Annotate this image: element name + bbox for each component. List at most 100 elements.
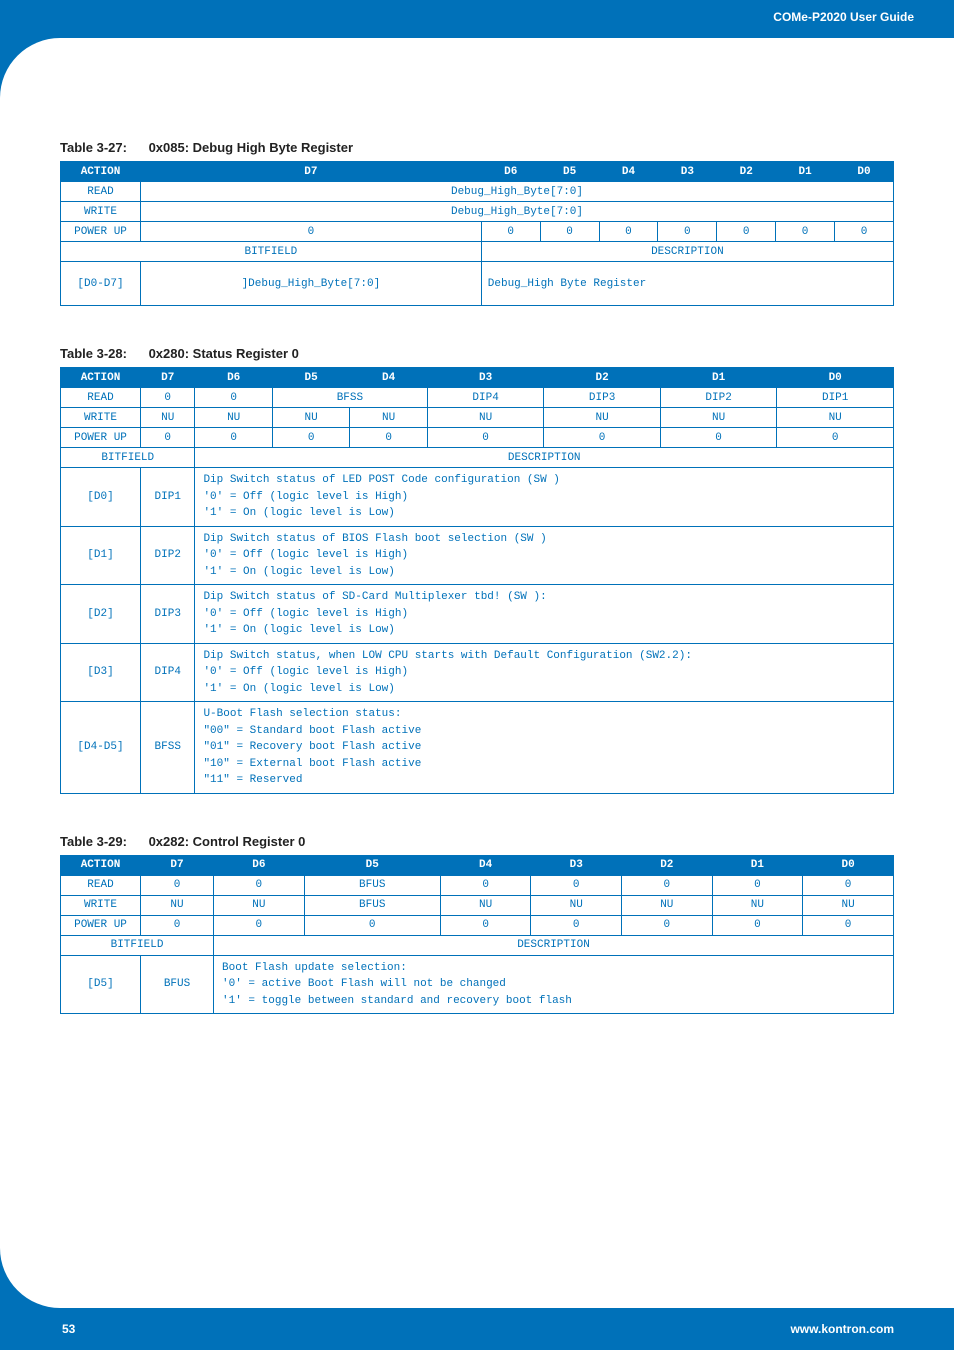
cell: BFUS: [141, 955, 214, 1014]
cell: NU: [350, 408, 427, 428]
col-d6: D6: [195, 368, 272, 388]
cell: 0: [440, 875, 531, 895]
cell: 0: [141, 428, 195, 448]
table-row: [D5] BFUS Boot Flash update selection:'0…: [61, 955, 894, 1014]
caption-title: 0x282: Control Register 0: [149, 834, 306, 849]
footer-url: www.kontron.com: [790, 1322, 894, 1336]
cell: WRITE: [61, 202, 141, 222]
cell: POWER UP: [61, 428, 141, 448]
cell: POWER UP: [61, 222, 141, 242]
col-d0: D0: [803, 855, 894, 875]
col-d1: D1: [660, 368, 777, 388]
col-d3: D3: [658, 162, 717, 182]
cell: DIP4: [427, 388, 544, 408]
cell: READ: [61, 388, 141, 408]
cell: 0: [712, 915, 803, 935]
cell: 0: [660, 428, 777, 448]
table-row: WRITE NU NU BFUS NU NU NU NU NU: [61, 895, 894, 915]
col-d6: D6: [214, 855, 305, 875]
page-number: 53: [62, 1322, 75, 1336]
cell: DESCRIPTION: [214, 935, 894, 955]
cell: NU: [195, 408, 272, 428]
table-row: [D0-D7] ]Debug_High_Byte[7:0] Debug_High…: [61, 262, 894, 306]
cell: 0: [350, 428, 427, 448]
cell: 0: [427, 428, 544, 448]
table-row: READ Debug_High_Byte[7:0]: [61, 182, 894, 202]
cell: Debug_High_Byte[7:0]: [141, 182, 894, 202]
cell: 0: [835, 222, 894, 242]
table-row: WRITE Debug_High_Byte[7:0]: [61, 202, 894, 222]
table-header-row: ACTION D7 D6 D5 D4 D3 D2 D1 D0: [61, 162, 894, 182]
cell: NU: [544, 408, 661, 428]
cell: 0: [304, 915, 440, 935]
table-row: POWER UP 0 0 0 0 0 0 0 0: [61, 915, 894, 935]
cell: [D4-D5]: [61, 702, 141, 794]
cell: BITFIELD: [61, 935, 214, 955]
cell: 0: [531, 915, 622, 935]
cell: 0: [214, 875, 305, 895]
table-row: [D3] DIP4 Dip Switch status, when LOW CP…: [61, 643, 894, 702]
cell: 0: [776, 222, 835, 242]
col-action: ACTION: [61, 162, 141, 182]
col-d2: D2: [622, 855, 713, 875]
cell: READ: [61, 875, 141, 895]
table-row: [D2] DIP3 Dip Switch status of SD-Card M…: [61, 585, 894, 644]
table-row: BITFIELD DESCRIPTION: [61, 448, 894, 468]
table-header-row: ACTION D7 D6 D5 D4 D3 D2 D1 D0: [61, 855, 894, 875]
cell: DESCRIPTION: [481, 242, 893, 262]
cell: 0: [195, 388, 272, 408]
col-d2: D2: [717, 162, 776, 182]
table-row: BITFIELD DESCRIPTION: [61, 935, 894, 955]
table-row: [D4-D5] BFSS U-Boot Flash selection stat…: [61, 702, 894, 794]
table-row: [D0] DIP1 Dip Switch status of LED POST …: [61, 468, 894, 527]
col-d3: D3: [531, 855, 622, 875]
cell: NU: [141, 408, 195, 428]
table-327-caption: Table 3-27: 0x085: Debug High Byte Regis…: [60, 140, 894, 155]
cell: 0: [544, 428, 661, 448]
caption-title: 0x280: Status Register 0: [149, 346, 299, 361]
cell: NU: [427, 408, 544, 428]
cell: [D0]: [61, 468, 141, 527]
header-title: COMe-P2020 User Guide: [773, 10, 914, 24]
cell: 0: [599, 222, 658, 242]
col-d0: D0: [777, 368, 894, 388]
cell: DIP4: [141, 643, 195, 702]
cell: Debug_High_Byte[7:0]: [141, 202, 894, 222]
table-row: POWER UP 0 0 0 0 0 0 0 0: [61, 428, 894, 448]
cell: NU: [777, 408, 894, 428]
header-curve: [0, 38, 60, 98]
cell: BFSS: [141, 702, 195, 794]
cell: NU: [272, 408, 349, 428]
cell: NU: [712, 895, 803, 915]
cell: DIP3: [141, 585, 195, 644]
cell: [D3]: [61, 643, 141, 702]
cell: POWER UP: [61, 915, 141, 935]
col-d7: D7: [141, 368, 195, 388]
col-d7: D7: [141, 162, 482, 182]
cell: ]Debug_High_Byte[7:0]: [141, 262, 482, 306]
table-328-caption: Table 3-28: 0x280: Status Register 0: [60, 346, 894, 361]
col-d3: D3: [427, 368, 544, 388]
col-d4: D4: [440, 855, 531, 875]
cell: NU: [622, 895, 713, 915]
cell: 0: [717, 222, 776, 242]
cell: 0: [440, 915, 531, 935]
table-row: READ 0 0 BFSS DIP4 DIP3 DIP2 DIP1: [61, 388, 894, 408]
cell: 0: [214, 915, 305, 935]
cell: [D1]: [61, 526, 141, 585]
table-row: POWER UP 0 0 0 0 0 0 0 0: [61, 222, 894, 242]
col-d6: D6: [481, 162, 540, 182]
cell: BITFIELD: [61, 242, 482, 262]
col-d2: D2: [544, 368, 661, 388]
col-d4: D4: [350, 368, 427, 388]
cell: DIP2: [141, 526, 195, 585]
cell: 0: [658, 222, 717, 242]
header-bar: COMe-P2020 User Guide: [0, 0, 954, 38]
cell: NU: [531, 895, 622, 915]
cell-desc: Dip Switch status, when LOW CPU starts w…: [195, 643, 894, 702]
cell: 0: [622, 915, 713, 935]
cell-desc: Dip Switch status of LED POST Code confi…: [195, 468, 894, 527]
footer-curve: [0, 1248, 60, 1308]
col-action: ACTION: [61, 855, 141, 875]
col-d1: D1: [712, 855, 803, 875]
